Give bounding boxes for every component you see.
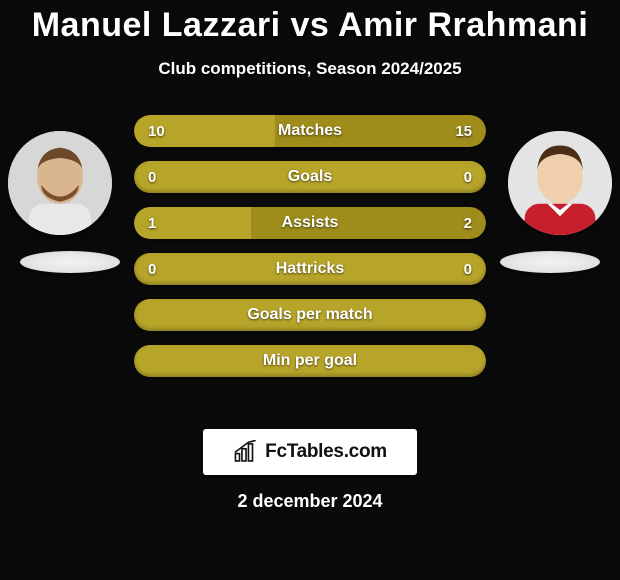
player-left-name: Manuel Lazzari [32, 6, 281, 44]
bar-value-right: 15 [455, 123, 472, 140]
stat-bar: 0 Goals 0 [134, 161, 486, 193]
date-label: 2 december 2024 [0, 491, 620, 512]
stat-bars: 10 Matches 15 0 Goals 0 1 Assists 2 0 Hattricks 0 Go… [134, 115, 486, 391]
stat-bar: 1 Assists 2 [134, 207, 486, 239]
bar-value-right: 0 [464, 169, 472, 186]
stat-bar: 0 Hattricks 0 [134, 253, 486, 285]
avatar-left [8, 131, 112, 235]
stat-bar: Goals per match [134, 299, 486, 331]
brand-badge: FcTables.com [203, 429, 417, 475]
brand-logo-icon [233, 440, 259, 464]
comparison-card: Manuel Lazzari vs Amir Rrahmani Club com… [0, 0, 620, 580]
bar-label: Assists [282, 214, 339, 232]
avatar-left-shadow [20, 251, 120, 273]
stat-bar: 10 Matches 15 [134, 115, 486, 147]
avatar-right-shadow [500, 251, 600, 273]
bar-label: Goals [288, 168, 332, 186]
comparison-arena: 10 Matches 15 0 Goals 0 1 Assists 2 0 Hattricks 0 Go… [0, 115, 620, 415]
avatar-right [508, 131, 612, 235]
brand-text: FcTables.com [265, 441, 387, 463]
bar-value-left: 10 [148, 123, 165, 140]
bar-value-right: 2 [464, 215, 472, 232]
bar-label: Matches [278, 122, 342, 140]
player-right-name: Amir Rrahmani [338, 6, 588, 44]
vs-label: vs [291, 6, 330, 44]
bar-label: Min per goal [263, 352, 357, 370]
avatar-right-svg [508, 131, 612, 235]
bar-value-left: 0 [148, 169, 156, 186]
stat-bar: Min per goal [134, 345, 486, 377]
subtitle: Club competitions, Season 2024/2025 [0, 59, 620, 79]
bar-value-right: 0 [464, 261, 472, 278]
avatar-left-svg [8, 131, 112, 235]
page-title: Manuel Lazzari vs Amir Rrahmani [0, 6, 620, 45]
bar-value-left: 1 [148, 215, 156, 232]
bar-label: Hattricks [276, 260, 344, 278]
bar-value-left: 0 [148, 261, 156, 278]
bar-label: Goals per match [247, 306, 372, 324]
